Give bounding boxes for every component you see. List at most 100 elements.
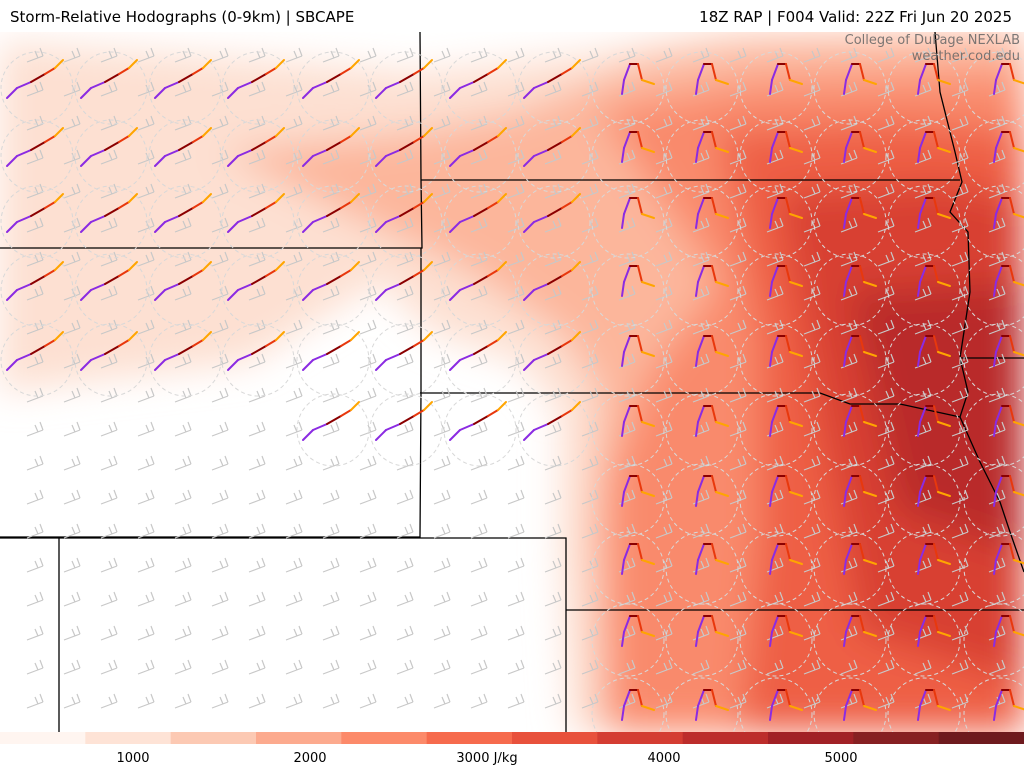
hodograph-trace: [919, 405, 927, 423]
hodograph-trace: [621, 281, 625, 297]
wind-barb: [322, 149, 340, 165]
hodograph-trace: [533, 423, 549, 431]
hodograph-ring: [739, 253, 813, 327]
hodograph-trace: [993, 705, 997, 721]
hodograph-ring: [0, 51, 74, 125]
wind-barb: [248, 625, 266, 641]
wind-barb: [100, 115, 118, 131]
wind-barb: [285, 319, 303, 335]
wind-barb: [655, 625, 673, 641]
hodograph-trace: [697, 63, 705, 81]
hodograph-ring: [887, 323, 961, 397]
hodograph-trace: [845, 335, 853, 353]
colorbar-segment: [256, 732, 343, 744]
wind-barb: [988, 659, 1006, 675]
wind-barb: [396, 353, 414, 369]
hodograph-trace: [459, 81, 475, 89]
hodograph-ring: [739, 463, 813, 537]
wind-barb: [359, 251, 377, 267]
hodograph-trace: [859, 197, 865, 215]
wind-barb: [470, 625, 488, 641]
hodograph-trace: [789, 79, 803, 85]
wind-barb: [137, 115, 155, 131]
hodograph-trace: [845, 405, 853, 423]
hodograph-trace: [933, 131, 939, 149]
colorbar-segment: [0, 732, 87, 744]
hodograph-trace: [44, 269, 56, 277]
wind-barb: [322, 523, 340, 539]
hodograph-trace: [1009, 405, 1015, 423]
map-canvas[interactable]: [0, 32, 1024, 732]
hodograph-ring: [443, 51, 517, 125]
wind-barb: [285, 659, 303, 675]
wind-barb: [470, 81, 488, 97]
wind-barb: [544, 353, 562, 369]
colorbar-segment: [768, 732, 855, 744]
credit-line-2: weather.cod.edu: [911, 49, 1020, 64]
hodograph-trace: [497, 261, 507, 271]
wind-barb: [26, 251, 44, 267]
wind-barb: [729, 115, 747, 131]
wind-barb: [137, 455, 155, 471]
hodograph-trace: [202, 59, 212, 69]
hodograph-trace: [859, 475, 865, 493]
hodograph-trace: [637, 335, 643, 353]
wind-barb: [729, 81, 747, 97]
wind-barb: [766, 183, 784, 199]
hodograph-trace: [1009, 335, 1015, 353]
wind-barb: [544, 455, 562, 471]
hodograph-trace: [919, 475, 927, 493]
wind-barb: [729, 387, 747, 403]
wind-barb: [359, 489, 377, 505]
hodograph-trace: [571, 261, 581, 271]
hodograph-trace: [641, 351, 655, 357]
hodograph-ring: [443, 323, 517, 397]
hodograph-trace: [375, 87, 387, 99]
wind-barb: [951, 659, 969, 675]
hodograph-ring: [813, 51, 887, 125]
hodograph-trace: [449, 155, 461, 167]
hodograph-trace: [937, 351, 951, 357]
hodograph-trace: [863, 559, 877, 565]
hodograph-ring: [591, 185, 665, 259]
hodograph-trace: [715, 351, 729, 357]
hodograph-ring: [369, 253, 443, 327]
wind-barb: [544, 591, 562, 607]
wind-barb: [544, 489, 562, 505]
hodograph-trace: [933, 543, 939, 561]
wind-barb: [63, 149, 81, 165]
hodograph-trace: [789, 281, 803, 287]
wind-barb: [26, 115, 44, 131]
hodograph-trace: [937, 147, 951, 153]
wind-barb: [322, 489, 340, 505]
hodograph-trace: [399, 141, 415, 151]
hodograph-ring: [148, 119, 222, 193]
hodograph-trace: [487, 409, 499, 417]
wind-barb: [581, 625, 599, 641]
hodograph-trace: [302, 155, 314, 167]
wind-barb: [692, 625, 710, 641]
hodograph-ring: [221, 185, 295, 259]
wind-barb: [359, 115, 377, 131]
hodograph-trace: [1013, 631, 1024, 637]
hodograph-trace: [715, 281, 729, 287]
wind-barb: [951, 625, 969, 641]
model-valid-time: 18Z RAP | F004 Valid: 22Z Fri Jun 20 202…: [699, 8, 1012, 26]
hodograph-trace: [118, 201, 130, 209]
hodograph-trace: [104, 275, 120, 285]
wind-barb: [581, 353, 599, 369]
wind-barb: [803, 387, 821, 403]
hodograph-trace: [995, 475, 1003, 493]
wind-barb: [618, 353, 636, 369]
wind-barb: [914, 285, 932, 301]
wind-barb: [951, 47, 969, 63]
hodograph-trace: [44, 339, 56, 347]
colorbar-tick-label: 4000: [647, 751, 681, 766]
wind-barb: [877, 387, 895, 403]
hodograph-trace: [641, 147, 655, 153]
wind-barb: [359, 591, 377, 607]
hodograph-trace: [641, 631, 655, 637]
hodograph-ring: [887, 51, 961, 125]
hodograph-trace: [154, 289, 166, 301]
wind-barb: [285, 81, 303, 97]
